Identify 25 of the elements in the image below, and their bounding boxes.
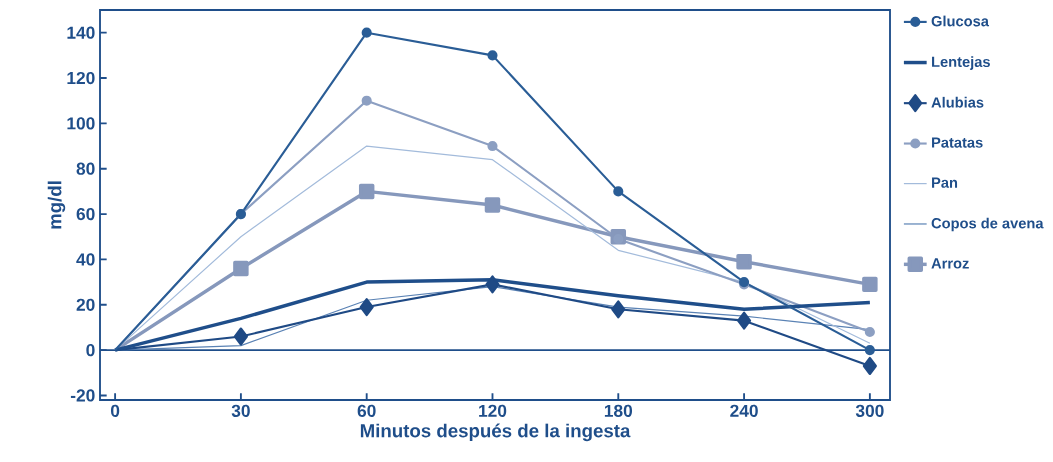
legend-label: Copos de avena [931,217,1044,232]
legend-label: Alubias [931,96,984,108]
x-tick-label: 30 [231,404,250,417]
legend-label: Glucosa [931,15,990,27]
y-tick-label: 100 [67,117,95,130]
y-tick-label: 140 [67,26,95,39]
y-tick-label: 80 [76,162,95,175]
x-tick-label: 0 [110,404,120,417]
legend-label: Lentejas [932,56,990,70]
y-tick-label: 20 [76,298,95,311]
x-tick-label: 300 [855,404,884,417]
x-tick-label: 240 [730,404,758,417]
legend-label: Arroz [931,258,969,269]
y-tick-label: 60 [76,207,95,221]
legend-label: Pan [932,177,958,188]
y-axis-title: mg/dl [47,181,66,229]
x-axis-title: Minutos después de la ingesta [360,423,631,442]
x-tick-label: 60 [357,404,376,417]
x-tick-label: 120 [479,404,507,417]
y-tick-label: 40 [76,253,95,266]
x-tick-label: 180 [604,404,633,417]
y-tick-label: 0 [86,343,95,357]
y-tick-label: 120 [67,71,95,85]
legend-label: Patatas [932,137,983,148]
y-tick-label: -20 [70,389,95,402]
